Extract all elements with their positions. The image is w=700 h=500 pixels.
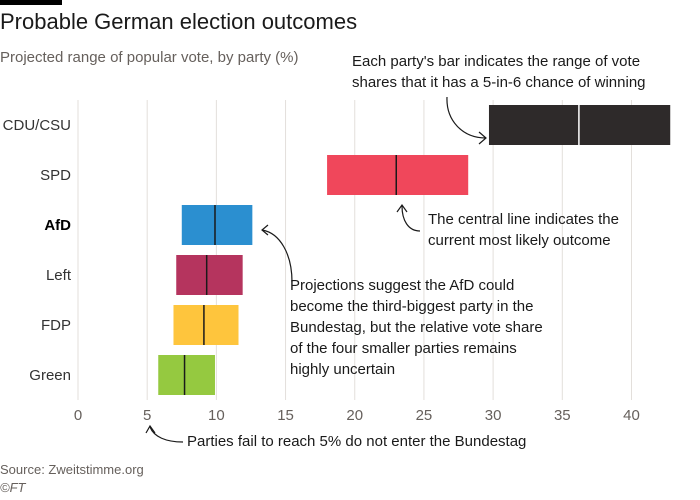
x-axis-tick-labels: 0 5 10 15 20 25 30 35 40 bbox=[74, 407, 640, 424]
x-tick-label: 30 bbox=[485, 407, 502, 424]
central-annotation-line: current most likely outcome bbox=[428, 232, 611, 249]
afd-annotation-line: of the four smaller parties remains bbox=[290, 340, 517, 357]
afd-arrow bbox=[261, 229, 293, 283]
range-annotation: Each party's bar indicates the range of … bbox=[352, 51, 646, 93]
range-arrow bbox=[446, 96, 487, 139]
ft-credit: ©FT bbox=[0, 480, 26, 495]
x-tick-label: 5 bbox=[143, 407, 151, 424]
central-arrow bbox=[401, 205, 421, 232]
central-line-annotation: The central line indicates the current m… bbox=[428, 209, 619, 251]
brand-top-bar bbox=[0, 0, 62, 5]
category-label: AfD bbox=[44, 217, 71, 234]
x-tick-label: 35 bbox=[554, 407, 571, 424]
range-arrowhead bbox=[478, 131, 487, 145]
x-tick-label: 20 bbox=[346, 407, 363, 424]
afd-annotation-line: Projections suggest the AfD could bbox=[290, 277, 515, 294]
x-tick-label: 10 bbox=[208, 407, 225, 424]
range-annotation-line: Each party's bar indicates the range of … bbox=[352, 53, 641, 70]
threshold-annotation: Parties fail to reach 5% do not enter th… bbox=[187, 433, 527, 450]
afd-annotation-line: highly uncertain bbox=[290, 361, 396, 378]
range-bar bbox=[327, 155, 469, 195]
annotation-arrows bbox=[145, 96, 487, 443]
category-label: CDU/CSU bbox=[3, 117, 71, 134]
chart-title: Probable German election outcomes bbox=[0, 9, 358, 34]
category-labels: CDU/CSU SPD AfD Left FDP Green bbox=[3, 117, 72, 384]
afd-annotation-line: Bundestag, but the relative vote share bbox=[290, 319, 543, 336]
x-tick-label: 25 bbox=[416, 407, 433, 424]
category-label: Left bbox=[46, 267, 72, 284]
central-annotation-line: The central line indicates the bbox=[428, 211, 619, 228]
afd-annotation: Projections suggest the AfD could become… bbox=[290, 275, 543, 380]
chart-subtitle: Projected range of popular vote, by part… bbox=[0, 49, 299, 66]
range-annotation-line: shares that it has a 5-in-6 chance of wi… bbox=[352, 74, 646, 91]
afd-arrowhead bbox=[261, 224, 269, 236]
range-bar bbox=[158, 355, 215, 395]
x-tick-label: 0 bbox=[74, 407, 82, 424]
central-arrowhead bbox=[396, 203, 408, 213]
range-bars bbox=[158, 105, 671, 395]
x-tick-label: 40 bbox=[623, 407, 640, 424]
category-label: FDP bbox=[41, 317, 71, 334]
category-label: Green bbox=[29, 367, 71, 384]
category-label: SPD bbox=[40, 167, 71, 184]
grid-lines bbox=[77, 100, 632, 400]
range-bar bbox=[181, 205, 253, 245]
range-bar bbox=[173, 305, 239, 345]
x-tick-label: 15 bbox=[277, 407, 294, 424]
threshold-arrow bbox=[149, 426, 184, 443]
afd-annotation-line: become the third-biggest party in the bbox=[290, 298, 534, 315]
range-bar bbox=[176, 255, 243, 295]
source-note: Source: Zweitstimme.org bbox=[0, 462, 144, 477]
threshold-arrowhead bbox=[145, 424, 156, 434]
